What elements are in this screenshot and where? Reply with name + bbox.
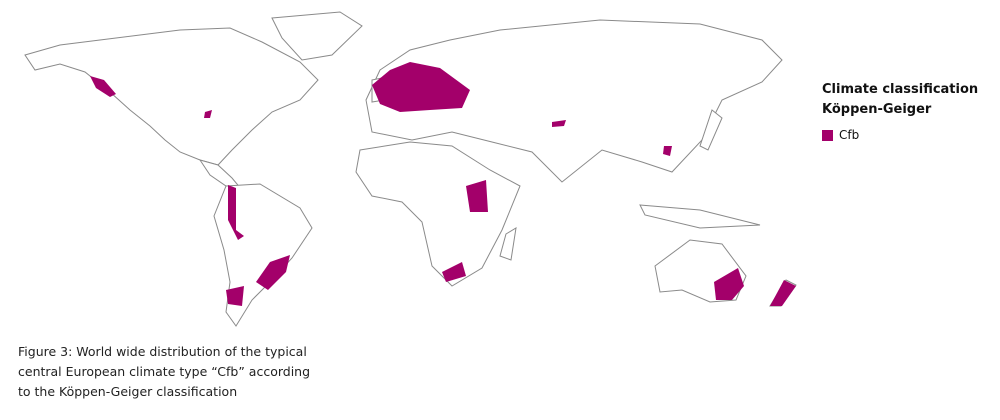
eurasia	[365, 19, 783, 183]
africa	[355, 141, 521, 287]
madagascar	[499, 227, 517, 261]
cfb-caucasus	[552, 120, 566, 127]
caption-line: to the Köppen-Geiger classification	[18, 384, 238, 399]
legend-title-line1: Climate classification	[822, 82, 979, 97]
cfb-chile	[226, 286, 244, 306]
cfb-se-brazil	[256, 255, 290, 290]
cfb-east-us	[204, 110, 212, 118]
north-america	[24, 27, 319, 166]
land-masses	[24, 11, 797, 327]
cfb-china	[663, 146, 672, 156]
legend-item-cfb: Cfb	[822, 128, 978, 142]
legend-title: Climate classification Köppen-Geiger	[822, 80, 978, 120]
caption-line: central European climate type “Cfb” acco…	[18, 364, 311, 379]
cfb-europe	[372, 62, 470, 112]
japan	[699, 109, 723, 151]
caption-line: Figure 3: World wide distribution of the…	[18, 344, 307, 359]
cfb-east-africa	[466, 180, 488, 212]
cfb-new-zealand	[770, 280, 796, 306]
cfb-regions	[90, 62, 796, 306]
indonesia	[639, 204, 761, 229]
legend-title-line2: Köppen-Geiger	[822, 102, 932, 117]
cfb-south-africa	[442, 262, 466, 282]
legend-item-label: Cfb	[839, 128, 860, 142]
cfb-se-australia	[714, 268, 744, 300]
legend-swatch	[822, 129, 833, 141]
cfb-andes	[228, 185, 244, 240]
figure-caption: Figure 3: World wide distribution of the…	[18, 342, 338, 402]
cfb-pacific-northwest	[90, 76, 116, 97]
legend: Climate classification Köppen-Geiger Cfb	[822, 80, 978, 142]
greenland	[271, 11, 363, 61]
